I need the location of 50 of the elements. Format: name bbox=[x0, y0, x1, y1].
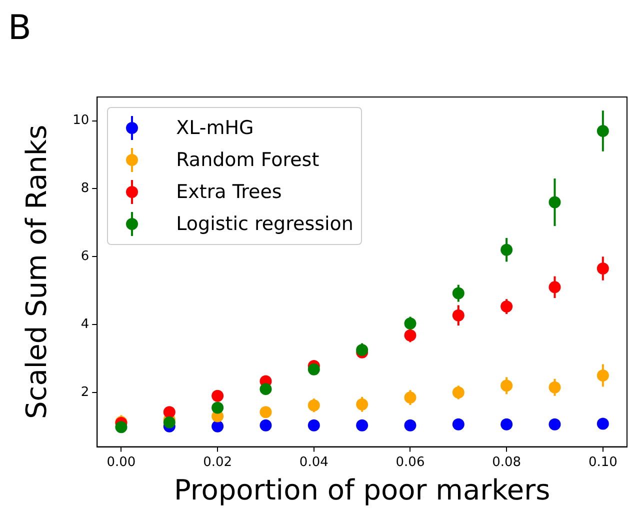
x-tick-label: 0.08 bbox=[492, 454, 522, 470]
point bbox=[404, 329, 416, 342]
point bbox=[548, 196, 561, 208]
point bbox=[548, 381, 561, 394]
point bbox=[356, 398, 368, 410]
legend-label: Logistic regression bbox=[176, 213, 354, 235]
point bbox=[308, 363, 320, 376]
point bbox=[404, 392, 416, 404]
point bbox=[452, 287, 464, 300]
point bbox=[212, 420, 224, 432]
point bbox=[452, 418, 464, 430]
point bbox=[452, 386, 464, 398]
point bbox=[548, 418, 561, 430]
x-tick-label: 0.04 bbox=[299, 454, 328, 470]
point bbox=[115, 421, 128, 434]
point bbox=[212, 402, 224, 414]
legend-label: XL-mHG bbox=[176, 117, 254, 139]
point bbox=[596, 124, 609, 137]
point bbox=[548, 281, 561, 294]
point bbox=[260, 419, 272, 432]
point bbox=[260, 383, 272, 396]
point bbox=[308, 399, 320, 412]
x-axis-title: Proportion of poor markers bbox=[174, 473, 550, 506]
point bbox=[452, 309, 464, 322]
point bbox=[596, 369, 609, 382]
point bbox=[500, 380, 513, 392]
point bbox=[500, 300, 513, 313]
point bbox=[500, 244, 513, 256]
y-tick-label: 6 bbox=[80, 248, 90, 264]
point bbox=[308, 419, 320, 432]
x-tick-label: 0.02 bbox=[203, 454, 232, 470]
point bbox=[500, 418, 513, 430]
y-axis-title: Scaled Sum of Ranks bbox=[20, 124, 54, 419]
y-tick-label: 4 bbox=[80, 316, 90, 332]
y-tick-label: 10 bbox=[72, 113, 90, 128]
point bbox=[404, 318, 416, 330]
point bbox=[404, 419, 416, 432]
point bbox=[596, 418, 609, 430]
x-tick-label: 0.10 bbox=[588, 454, 618, 470]
y-tick-label: 8 bbox=[80, 181, 90, 196]
point bbox=[212, 390, 224, 402]
point bbox=[260, 406, 272, 418]
chart-title: B bbox=[8, 8, 32, 48]
y-tick-label: 2 bbox=[80, 384, 90, 400]
x-tick-label: 0.00 bbox=[106, 454, 136, 470]
legend-label: Extra Trees bbox=[176, 181, 282, 203]
point bbox=[596, 262, 609, 275]
legend-label: Random Forest bbox=[176, 149, 320, 171]
point bbox=[356, 419, 368, 432]
x-tick-label: 0.06 bbox=[396, 454, 425, 470]
